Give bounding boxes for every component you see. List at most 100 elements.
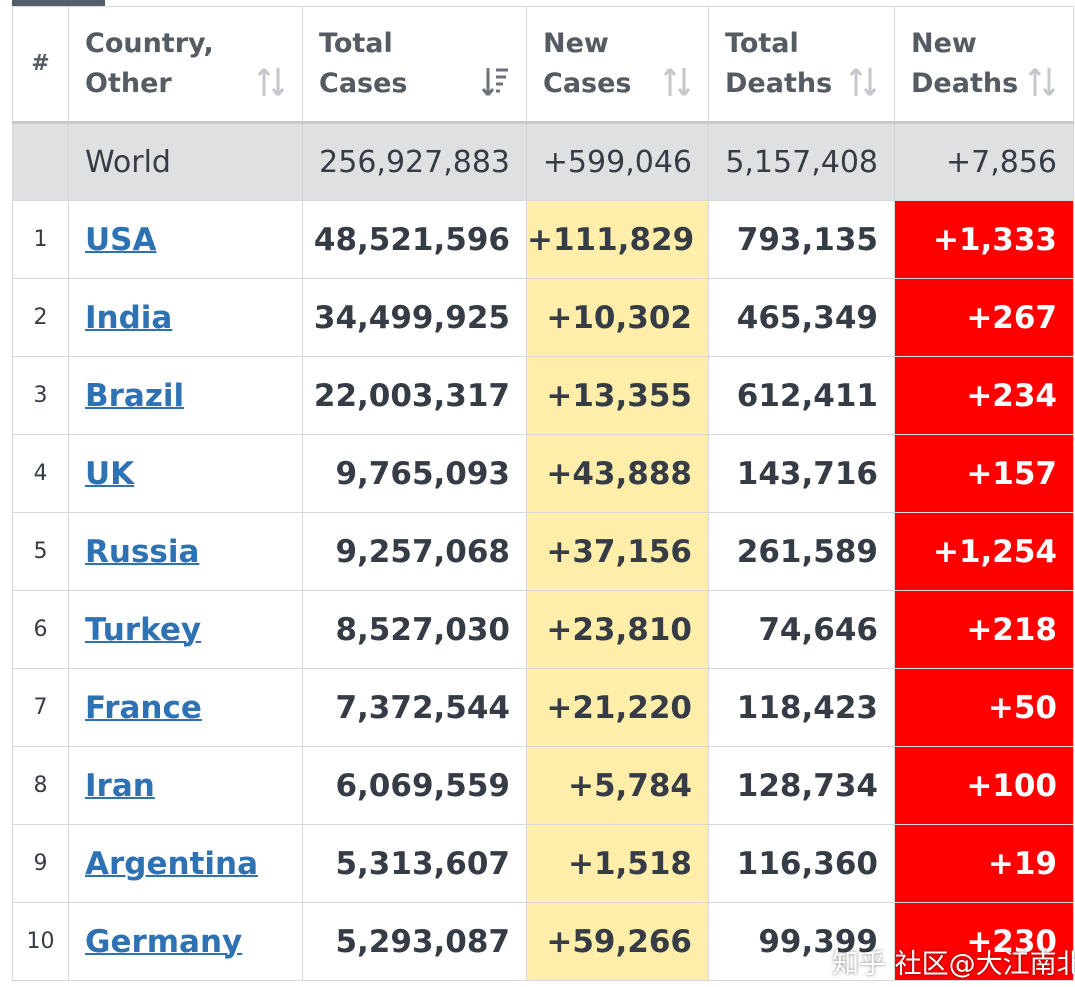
total-cases-cell: 5,313,607 [302,824,527,903]
rank-cell: 7 [12,668,69,747]
col-header-label-line2: Deaths [911,68,1019,99]
watermark-text: 知乎 社区@大江南北 [832,949,1075,980]
col-header-new-deaths[interactable]: New Deaths [894,6,1074,124]
country-link[interactable]: France [85,689,202,726]
total-cases-cell: 9,765,093 [302,434,527,513]
rank-cell: 8 [12,746,69,825]
table-row: 10 Germany 5,293,087 +59,266 99,399 +230 [12,902,1074,981]
country-link[interactable]: Iran [85,767,155,804]
rank-cell: 6 [12,590,69,669]
new-cases-cell: +10,302 [526,278,709,357]
sort-icon[interactable] [256,65,286,99]
col-header-label-line1: Total [319,28,393,59]
table-row: 1 USA 48,521,596 +111,829 793,135 +1,333 [12,200,1074,279]
world-label: World [68,122,303,201]
table-row: 9 Argentina 5,313,607 +1,518 116,360 +19 [12,824,1074,903]
total-cases-cell: 6,069,559 [302,746,527,825]
new-cases-cell: +1,518 [526,824,709,903]
country-link[interactable]: Brazil [85,377,185,414]
total-deaths-cell: 612,411 [708,356,895,435]
col-header-label-line2: Deaths [725,68,833,99]
sort-icon[interactable] [848,65,878,99]
total-deaths-cell: 143,716 [708,434,895,513]
new-deaths-cell: +234 [894,356,1074,435]
col-header-label-line2: Other [85,68,172,99]
world-new-deaths: +7,856 [894,122,1074,201]
rank-cell: 4 [12,434,69,513]
col-header-new-cases[interactable]: New Cases [526,6,709,124]
total-cases-cell: 9,257,068 [302,512,527,591]
new-cases-cell: +111,829 [526,200,709,279]
table-row: 2 India 34,499,925 +10,302 465,349 +267 [12,278,1074,357]
top-tab-indicator [12,0,105,6]
rank-cell: 3 [12,356,69,435]
country-link[interactable]: Turkey [85,611,202,648]
total-cases-cell: 34,499,925 [302,278,527,357]
covid-stats-table: # Country, Other Total Cases New [12,6,1074,981]
country-cell: Brazil [68,356,303,435]
rank-cell: 10 [12,902,69,981]
country-link[interactable]: UK [85,455,135,492]
col-header-label: # [31,51,50,76]
table-row: 4 UK 9,765,093 +43,888 143,716 +157 [12,434,1074,513]
col-header-label-line1: New [543,28,609,59]
country-link[interactable]: Argentina [85,845,258,882]
col-header-label-line1: New [911,28,977,59]
col-header-label-line2: Cases [543,68,632,99]
new-deaths-cell: +19 [894,824,1074,903]
col-header-label-line1: Total [725,28,799,59]
new-cases-cell: +23,810 [526,590,709,669]
country-cell: Turkey [68,590,303,669]
country-cell: France [68,668,303,747]
world-total-row: World 256,927,883 +599,046 5,157,408 +7,… [12,122,1074,201]
table-row: 5 Russia 9,257,068 +37,156 261,589 +1,254 [12,512,1074,591]
country-cell: Germany [68,902,303,981]
sort-descending-icon[interactable] [480,65,510,99]
table-row: 7 France 7,372,544 +21,220 118,423 +50 [12,668,1074,747]
sort-icon[interactable] [1027,65,1057,99]
country-link[interactable]: India [85,299,173,336]
country-cell: Russia [68,512,303,591]
new-cases-cell: +37,156 [526,512,709,591]
country-cell: UK [68,434,303,513]
new-cases-cell: +13,355 [526,356,709,435]
col-header-label-line1: Country, [85,28,214,59]
total-cases-cell: 8,527,030 [302,590,527,669]
table-row: 3 Brazil 22,003,317 +13,355 612,411 +234 [12,356,1074,435]
country-link[interactable]: USA [85,221,157,258]
total-deaths-cell: 261,589 [708,512,895,591]
new-cases-cell: +59,266 [526,902,709,981]
new-deaths-cell: +267 [894,278,1074,357]
new-cases-cell: +5,784 [526,746,709,825]
new-deaths-cell: +1,333 [894,200,1074,279]
country-cell: USA [68,200,303,279]
total-deaths-cell: 128,734 [708,746,895,825]
new-deaths-cell: +157 [894,434,1074,513]
table-row: 8 Iran 6,069,559 +5,784 128,734 +100 [12,746,1074,825]
world-rank-cell [12,122,69,201]
rank-cell: 1 [12,200,69,279]
total-cases-cell: 7,372,544 [302,668,527,747]
country-link[interactable]: Germany [85,923,243,960]
col-header-total-deaths[interactable]: Total Deaths [708,6,895,124]
col-header-rank[interactable]: # [12,6,69,124]
total-deaths-cell: 74,646 [708,590,895,669]
total-deaths-cell: 465,349 [708,278,895,357]
col-header-country[interactable]: Country, Other [68,6,303,124]
col-header-total-cases[interactable]: Total Cases [302,6,527,124]
new-deaths-cell: +100 [894,746,1074,825]
country-link[interactable]: Russia [85,533,200,570]
country-cell: India [68,278,303,357]
sort-icon[interactable] [662,65,692,99]
table-row: 6 Turkey 8,527,030 +23,810 74,646 +218 [12,590,1074,669]
total-cases-cell: 22,003,317 [302,356,527,435]
country-cell: Argentina [68,824,303,903]
total-deaths-cell: 118,423 [708,668,895,747]
col-header-label-line2: Cases [319,68,408,99]
header-row: # Country, Other Total Cases New [12,6,1074,124]
rank-cell: 9 [12,824,69,903]
rank-cell: 5 [12,512,69,591]
total-deaths-cell: 793,135 [708,200,895,279]
world-new-cases: +599,046 [526,122,709,201]
new-deaths-cell: +1,254 [894,512,1074,591]
